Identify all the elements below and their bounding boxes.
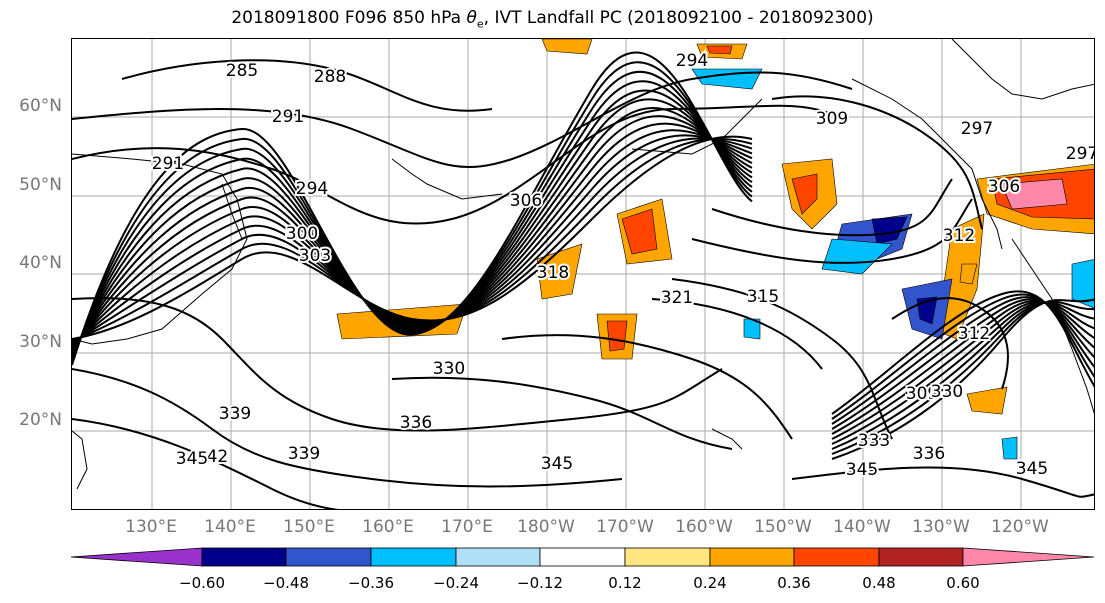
- colorbar-segment: [624, 547, 711, 567]
- contour-label: 336: [913, 444, 945, 464]
- contour-label: 339: [219, 404, 251, 424]
- contour-label: 345: [176, 449, 208, 469]
- contour-label: 318: [537, 263, 569, 283]
- contour-label: 342: [196, 447, 228, 467]
- colorbar-tick-label: 0.36: [777, 574, 811, 592]
- contour-label: 309: [816, 109, 848, 129]
- contour-label: 345: [846, 460, 878, 480]
- contour-label: 288: [314, 67, 346, 87]
- contour-labels: 285 2882912912942942972973003033063063093…: [150, 49, 1095, 482]
- colorbar-tick-label: −0.48: [263, 574, 309, 592]
- lon-label: 140°E: [204, 517, 256, 537]
- theta-e-contours: [72, 51, 1094, 509]
- lat-label: 50°N: [19, 175, 62, 195]
- colorbar-segment: [370, 547, 457, 567]
- colorbar-extend-high: [962, 547, 1095, 567]
- lat-label: 30°N: [19, 332, 62, 352]
- colorbar-segment: [878, 547, 964, 567]
- lon-label: 130°W: [912, 517, 970, 537]
- contour-label: 330: [931, 382, 963, 402]
- colorbar-segment: [793, 547, 880, 567]
- contour-label: 312: [958, 324, 990, 344]
- contour-label: 306: [510, 191, 542, 211]
- contour-label: 306: [988, 177, 1020, 197]
- colorbar-segment: [539, 547, 626, 567]
- colorbar-tick-label: 0.24: [693, 574, 727, 592]
- contour-label: 345: [541, 454, 573, 474]
- contour-label: 339: [288, 444, 320, 464]
- colorbar-segment: [455, 547, 541, 567]
- colorbar-segment: [201, 547, 287, 567]
- contour-label: 336: [400, 413, 432, 433]
- colorbar-tick-label: −0.36: [348, 574, 394, 592]
- ivt-pc-shading: [336, 39, 1094, 460]
- lon-label: 170°E: [441, 517, 493, 537]
- colorbar-tick-label: −0.60: [179, 574, 225, 592]
- lon-label: 150°W: [754, 517, 812, 537]
- lat-label: 20°N: [19, 410, 62, 430]
- contour-label: 333: [858, 431, 890, 451]
- contour-label: 303: [299, 246, 331, 266]
- colorbar-tick-label: −0.24: [433, 574, 479, 592]
- contour-label: 312: [943, 226, 975, 246]
- contour-label: 285: [226, 61, 258, 81]
- colorbar-tick-label: 0.12: [608, 574, 642, 592]
- colorbar-extend-low: [70, 547, 203, 567]
- map-panel: 285 288 291 291 294 294 297 297 300 303 306 306 309 3…: [71, 38, 1095, 510]
- contour-label: 291: [272, 107, 304, 127]
- map-canvas: 285 2882912912942942972973003033063063093…: [72, 39, 1095, 509]
- colorbar-segment: [709, 547, 795, 567]
- contour-label: 297: [1066, 144, 1095, 164]
- contour-label: 300: [286, 224, 318, 244]
- contour-label: 321: [661, 288, 693, 308]
- lon-label: 150°E: [283, 517, 335, 537]
- lon-label: 140°W: [833, 517, 891, 537]
- contour-label: 291: [152, 154, 184, 174]
- lon-label: 160°W: [675, 517, 733, 537]
- colorbar-tick-label: 0.60: [946, 574, 980, 592]
- lon-label: 130°E: [125, 517, 177, 537]
- contour-label: 315: [747, 287, 779, 307]
- colorbar-tick-label: −0.12: [517, 574, 563, 592]
- lon-label: 170°W: [596, 517, 654, 537]
- lon-label: 120°W: [991, 517, 1049, 537]
- colorbar-tick-label: 0.48: [862, 574, 896, 592]
- contour-label: 297: [961, 119, 993, 139]
- contour-label: 345: [1016, 459, 1048, 479]
- lat-label: 40°N: [19, 253, 62, 273]
- map-title: 2018091800 F096 850 hPa θe, IVT Landfall…: [231, 8, 874, 31]
- contour-label: 294: [676, 51, 708, 71]
- contour-label: 330: [433, 359, 465, 379]
- lon-label: 160°E: [362, 517, 414, 537]
- colorbar: [70, 547, 1095, 567]
- lon-label: 180°W: [517, 517, 575, 537]
- contour-label: 294: [296, 179, 328, 199]
- lat-label: 60°N: [19, 96, 62, 116]
- colorbar-segment: [285, 547, 372, 567]
- coastlines: [72, 39, 1094, 490]
- contour-label: 309: [906, 384, 938, 404]
